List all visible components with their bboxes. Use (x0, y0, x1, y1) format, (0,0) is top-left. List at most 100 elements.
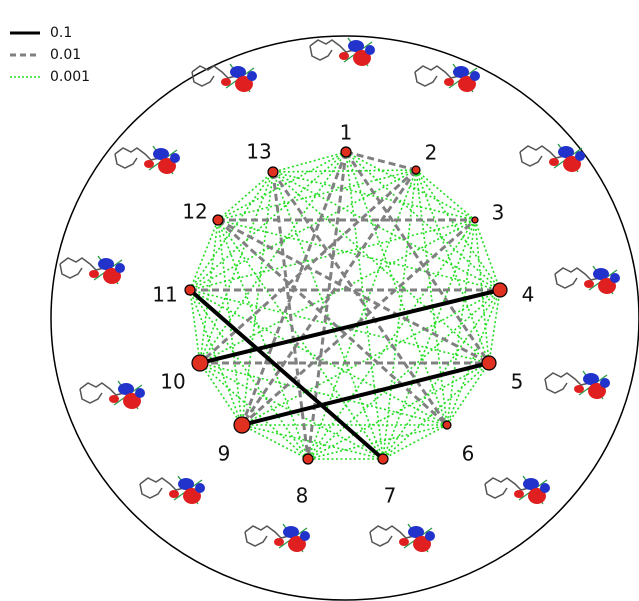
legend-swatch-dashed (10, 53, 40, 57)
edge-weak-2-4 (415, 169, 501, 291)
node-2 (411, 165, 421, 175)
legend-item-dashed: 0.01 (10, 44, 90, 66)
node-label-4: 4 (522, 283, 535, 307)
node-label-5: 5 (511, 370, 524, 394)
node-3 (471, 216, 479, 224)
edge-weak-2-5 (415, 169, 490, 364)
orbital-image-5 (544, 370, 610, 400)
edge-weak-7-13 (272, 171, 384, 460)
edge-medium-12-5 (217, 218, 490, 365)
node-label-1: 1 (340, 121, 353, 145)
edge-weak-4-6 (446, 289, 501, 426)
orbital-image-6 (484, 475, 550, 505)
edge-weak-11-12 (189, 219, 219, 291)
edge-weak-9-10 (199, 362, 243, 426)
edge-weak-5-7 (382, 362, 490, 460)
legend-label: 0.01 (50, 47, 82, 63)
edge-weak-1-3 (345, 151, 476, 221)
orbital-image-10 (79, 380, 145, 410)
edge-strong-11-7 (188, 288, 385, 461)
node-9 (233, 416, 251, 434)
edge-weak-4-8 (307, 289, 501, 460)
orbital-images (59, 37, 620, 553)
edge-weak-3-13 (272, 171, 476, 221)
node-6 (442, 420, 452, 430)
orbital-image-7 (369, 523, 435, 553)
edge-weak-3-6 (446, 219, 476, 426)
edge-weak-2-13 (272, 169, 417, 173)
orbital-image-8 (244, 523, 310, 553)
node-13 (267, 166, 279, 178)
edge-weak-5-13 (272, 171, 490, 364)
legend-label: 0.001 (50, 69, 91, 85)
edge-weak-3-7 (382, 219, 476, 460)
edge-weak-4-5 (488, 289, 501, 364)
edge-weak-4-13 (272, 171, 501, 291)
node-5 (481, 355, 497, 371)
node-label-3: 3 (492, 201, 505, 225)
edge-weak-1-6 (345, 151, 448, 426)
edge-weak-6-10 (199, 362, 448, 426)
edges-medium (190, 150, 500, 460)
edge-weak-8-11 (189, 289, 309, 460)
edge-medium-1-5 (344, 151, 491, 364)
node-12 (212, 214, 224, 226)
orbital-image-11 (59, 255, 125, 285)
node-8 (302, 453, 314, 465)
node-10 (191, 354, 209, 372)
edge-weak-4-9 (241, 289, 501, 426)
edge-weak-6-7 (382, 424, 448, 460)
orbital-image-12 (114, 145, 180, 175)
legend-swatch-dotted (10, 76, 40, 78)
legend-item-solid: 0.1 (10, 22, 90, 44)
node-label-9: 9 (218, 442, 231, 466)
edge-weak-5-11 (189, 289, 490, 364)
orbital-image-1 (309, 37, 375, 67)
edge-weak-7-9 (241, 424, 384, 460)
edges-strong (188, 288, 502, 461)
edge-weak-1-13 (272, 151, 347, 173)
edge-medium-1-2 (345, 150, 417, 172)
edge-weak-8-9 (241, 424, 309, 460)
edge-medium-2-9 (240, 169, 418, 426)
node-7 (377, 453, 389, 465)
edge-strong-10-4 (198, 288, 502, 365)
edge-medium-12-6 (216, 218, 449, 427)
legend-item-dotted: 0.001 (10, 66, 90, 88)
orbital-image-9 (139, 475, 205, 505)
node-11 (184, 284, 196, 296)
node-label-6: 6 (462, 442, 475, 466)
edge-weak-3-11 (189, 219, 476, 291)
orbital-image-3 (519, 143, 585, 173)
node-label-11: 11 (152, 283, 177, 307)
node-label-12: 12 (182, 200, 207, 224)
edge-weak-9-13 (241, 171, 274, 426)
node-label-8: 8 (296, 484, 309, 508)
edge-weak-7-10 (199, 362, 384, 460)
outer-circle (50, 35, 639, 601)
edge-weak-8-10 (199, 362, 309, 460)
edge-weak-10-11 (189, 289, 201, 364)
node-label-2: 2 (425, 141, 438, 165)
edge-weak-2-3 (415, 169, 476, 221)
nodes (184, 146, 508, 465)
edge-weak-4-7 (382, 289, 501, 460)
edge-weak-3-5 (474, 219, 490, 364)
node-1 (340, 146, 352, 158)
node-label-7: 7 (384, 484, 397, 508)
edge-weak-10-12 (199, 219, 219, 364)
edge-weak-8-12 (217, 219, 309, 460)
edge-weak-9-12 (217, 219, 243, 426)
edge-weak-12-13 (217, 171, 274, 221)
edge-strong-9-5 (240, 361, 491, 427)
legend-swatch-solid (10, 31, 40, 35)
orbital-image-13 (191, 63, 257, 93)
node-label-13: 13 (246, 140, 271, 164)
edge-weak-6-8 (307, 424, 448, 460)
orbital-image-2 (414, 63, 480, 93)
edge-weak-2-11 (189, 169, 417, 291)
legend: 0.1 0.01 0.001 (10, 22, 90, 88)
node-4 (492, 282, 508, 298)
